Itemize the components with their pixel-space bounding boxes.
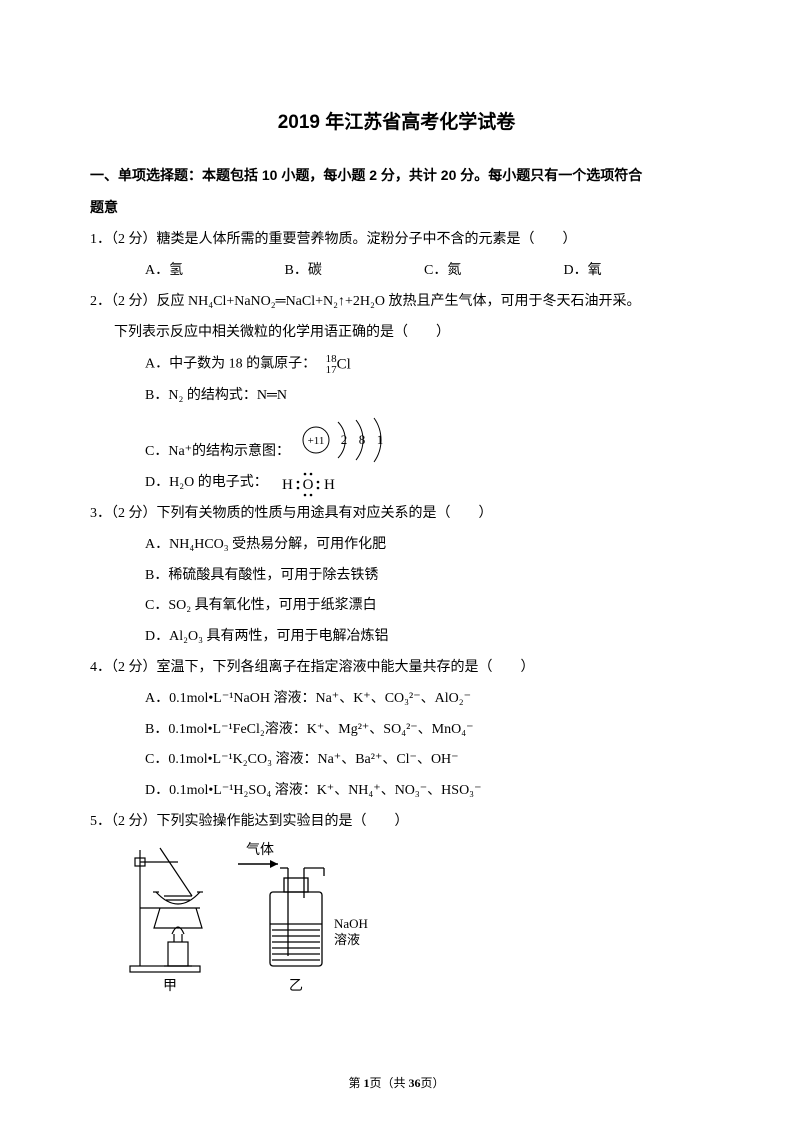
q2-opt-b: B．N₂ 的结构式：N═N	[90, 381, 703, 412]
na-core: +11	[308, 435, 325, 447]
q2-opt-c: C．Na⁺的结构示意图： +11 2 8 1	[90, 412, 703, 468]
q1-opt-b: B．碳	[285, 256, 425, 287]
q5-stem: 5．（2 分）下列实验操作能达到实验目的是（ ）	[90, 807, 703, 838]
q3-opt-d: D．Al₂O₃ 具有两性，可用于电解冶炼铝	[90, 622, 703, 653]
q1-opt-a: A．氢	[145, 256, 285, 287]
label-left: 甲	[163, 979, 177, 994]
section-1-header: 一、单项选择题：本题包括 10 小题，每小题 2 分，共计 20 分。每小题只有…	[90, 160, 703, 226]
q4-opt-a: A．0.1mol•L⁻¹NaOH 溶液：Na⁺、K⁺、CO₃²⁻、AlO₂⁻	[90, 684, 703, 715]
q3-opt-b: B．稀硫酸具有酸性，可用于除去铁锈	[90, 561, 703, 592]
iso-z: 17	[326, 364, 337, 376]
q2-stem2: 下列表示反应中相关微粒的化学用语正确的是（ ）	[90, 318, 703, 349]
na-shell-1: 2	[341, 432, 348, 447]
q3-opt-c: C．SO₂ 具有氧化性，可用于纸浆漂白	[90, 591, 703, 622]
h2o-o: O	[302, 477, 313, 493]
q1-options: A．氢 B．碳 C．氮 D．氧	[90, 256, 703, 287]
q1-stem: 1．（2 分）糖类是人体所需的重要营养物质。淀粉分子中不含的元素是（ ）	[90, 225, 703, 256]
page: 2019 年江苏省高考化学试卷 一、单项选择题：本题包括 10 小题，每小题 2…	[0, 0, 793, 1122]
q2-stem: 2．（2 分）反应 NH₄Cl+NaNO₂═NaCl+N₂↑+2H₂O 放热且产…	[90, 287, 703, 318]
na-shell-2: 8	[359, 432, 366, 447]
isotope-notation: 18 17 Cl	[326, 357, 351, 372]
experiment-diagram: 甲 气体 NaOH 溶液	[120, 838, 420, 998]
section-1-line1: 一、单项选择题：本题包括 10 小题，每小题 2 分，共计 20 分。每小题只有…	[90, 167, 642, 183]
na-shell-3: 1	[377, 432, 384, 447]
q2-c-text: C．Na⁺的结构示意图：	[145, 437, 290, 468]
q4-opt-b: B．0.1mol•L⁻¹FeCl₂溶液：K⁺、Mg²⁺、SO₄²⁻、MnO₄⁻	[90, 715, 703, 746]
h2o-lewis-diagram: H O H	[274, 469, 354, 499]
h2o-h2: H	[324, 477, 335, 493]
q2-opt-a: A．中子数为 18 的氯原子： 18 17 Cl	[90, 348, 703, 381]
q4-stem: 4．（2 分）室温下，下列各组离子在指定溶液中能大量共存的是（ ）	[90, 653, 703, 684]
h2o-h1: H	[282, 477, 293, 493]
q3-opt-a: A．NH₄HCO₃ 受热易分解，可用作化肥	[90, 530, 703, 561]
q2-d-text: D．H₂O 的电子式：	[145, 468, 268, 499]
footer-total: 36	[409, 1076, 421, 1090]
na-structure-diagram: +11 2 8 1	[294, 412, 404, 468]
q4-opt-d: D．0.1mol•L⁻¹H₂SO₄ 溶液：K⁺、NH₄⁺、NO₃⁻、HSO₃⁻	[90, 776, 703, 807]
footer-pre: 第	[348, 1076, 363, 1090]
label-gas: 气体	[246, 842, 274, 858]
label-right: 乙	[289, 978, 303, 994]
q1-opt-d: D．氧	[564, 256, 704, 287]
section-1-line2: 题意	[90, 199, 118, 215]
q1-opt-c: C．氮	[424, 256, 564, 287]
q2-opt-d: D．H₂O 的电子式： H O H	[90, 468, 703, 499]
label-naoh2: 溶液	[334, 932, 360, 947]
footer-post: 页）	[421, 1076, 445, 1090]
q3-stem: 3．（2 分）下列有关物质的性质与用途具有对应关系的是（ ）	[90, 499, 703, 530]
q2-a-text: A．中子数为 18 的氯原子：	[145, 357, 316, 372]
page-footer: 第 1页（共 36页）	[0, 1069, 793, 1098]
q4-opt-c: C．0.1mol•L⁻¹K₂CO₃ 溶液：Na⁺、Ba²⁺、Cl⁻、OH⁻	[90, 745, 703, 776]
footer-mid: 页（共	[369, 1076, 408, 1090]
label-naoh1: NaOH	[334, 916, 368, 931]
iso-el: Cl	[337, 356, 351, 372]
exam-title: 2019 年江苏省高考化学试卷	[90, 100, 703, 146]
